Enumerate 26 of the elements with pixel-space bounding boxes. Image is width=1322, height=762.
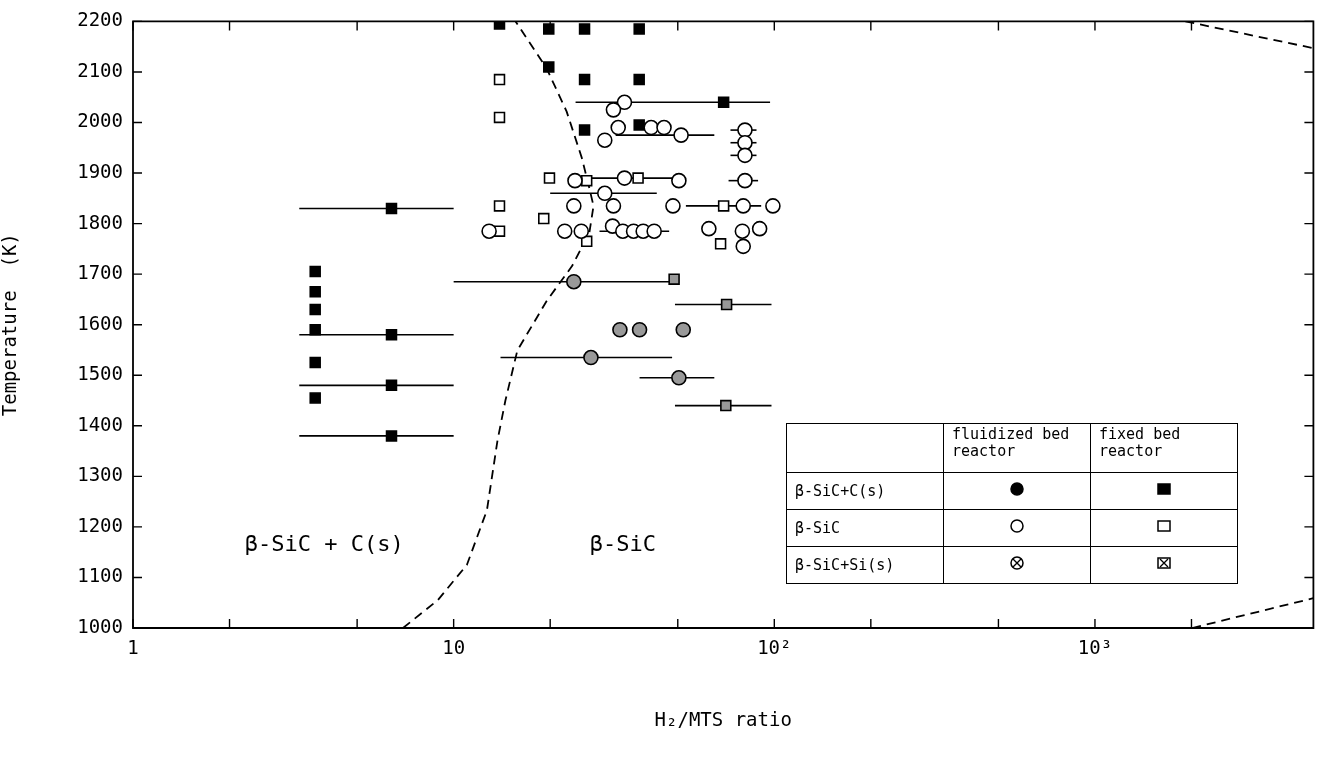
y-tick-label: 1200 — [77, 513, 123, 536]
y-tick-label: 2100 — [77, 58, 123, 81]
y-tick-label: 1800 — [77, 210, 123, 233]
x-tick-label: 1 — [127, 636, 139, 659]
y-tick-label: 1900 — [77, 159, 123, 182]
x-tick-label: 10² — [757, 636, 792, 659]
annotation: β-SiC — [786, 509, 944, 547]
y-tick-label: 1300 — [77, 463, 123, 486]
annotation: fluidized bed reactor — [943, 423, 1091, 473]
y-tick-label: 1500 — [77, 362, 123, 385]
annotation: β-SiC + C(s) — [244, 530, 404, 556]
annotation: β-SiC — [589, 530, 656, 556]
x-tick-label: 10³ — [1077, 636, 1113, 659]
annotation: fixed bed reactor — [1090, 423, 1238, 473]
annotation: β-SiC+Si(s) — [786, 546, 944, 584]
y-tick-label: 2000 — [77, 109, 123, 132]
y-tick-label: 1600 — [77, 311, 123, 334]
y-tick-label: 1000 — [77, 614, 123, 637]
y-tick-label: 2200 — [77, 8, 123, 31]
y-axis-title: Temperature (K) — [0, 233, 21, 417]
y-tick-label: 1700 — [77, 261, 123, 284]
x-axis-title: H₂/MTS ratio — [654, 707, 792, 730]
y-tick-label: 1400 — [77, 412, 123, 435]
annotation: β-SiC+C(s) — [786, 472, 944, 510]
y-tick-label: 1100 — [77, 564, 123, 587]
x-tick-label: 10 — [442, 636, 466, 659]
